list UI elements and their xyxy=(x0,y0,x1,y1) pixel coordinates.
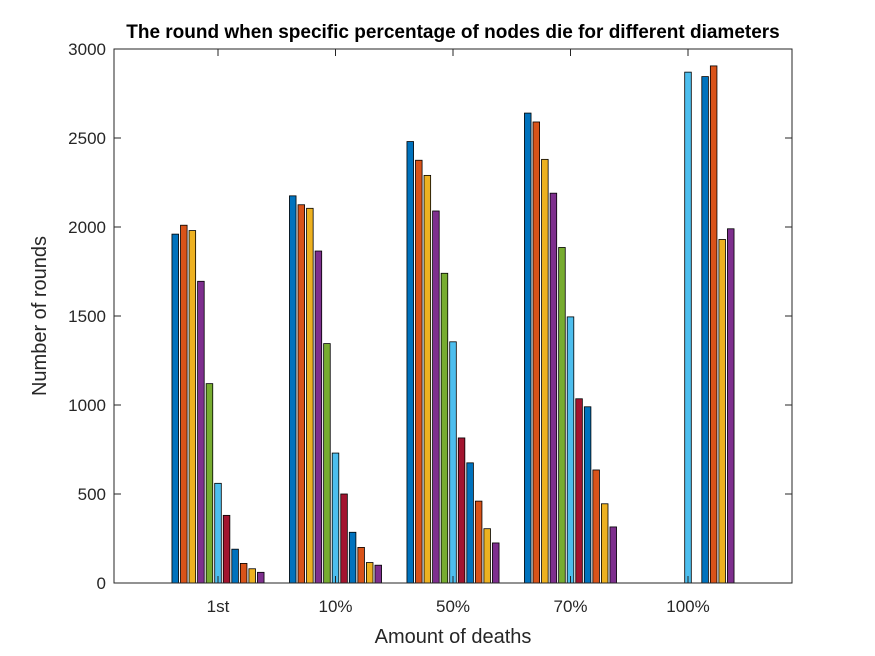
y-tick-label: 3000 xyxy=(68,40,106,59)
bar-1st-series-1 xyxy=(171,233,179,584)
bar-70%-series-9 xyxy=(592,469,600,584)
y-axis-label: Number of rounds xyxy=(29,236,51,396)
bar-50%-series-11 xyxy=(492,542,500,584)
bar-50%-series-9 xyxy=(474,500,483,584)
bar-10%-series-1 xyxy=(289,195,297,584)
bar-50%-series-5 xyxy=(440,272,449,584)
bar-50%-series-4 xyxy=(432,210,440,584)
bar-70%-series-4 xyxy=(549,192,558,584)
bar-50%-series-10 xyxy=(483,528,491,584)
ticks-layer: 1st 10% 50% 70% 100% 0 500 1000 1500 2000 2500 3000 xyxy=(68,40,792,616)
bar-1st-series-4 xyxy=(197,280,205,584)
bar-100%-series-8 xyxy=(701,76,709,584)
bar-70%-series-2 xyxy=(532,121,540,584)
bar-50%-series-7 xyxy=(457,437,466,584)
bar-100%-series-6 xyxy=(684,71,692,584)
bar-10%-series-8 xyxy=(348,531,357,584)
y-tick-label: 0 xyxy=(97,574,106,593)
bar-10%-series-4 xyxy=(314,250,323,584)
bar-1st-series-2 xyxy=(180,224,188,584)
bar-10%-series-3 xyxy=(306,207,314,584)
bar-1st-series-8 xyxy=(231,548,239,584)
bar-50%-series-3 xyxy=(423,174,432,584)
x-axis-label: Amount of deaths xyxy=(375,626,532,648)
bar-10%-series-9 xyxy=(357,547,365,584)
bar-50%-series-2 xyxy=(415,159,423,584)
bar-1st-series-3 xyxy=(188,230,197,584)
y-tick-label: 500 xyxy=(78,485,106,504)
bar-1st-series-6 xyxy=(214,482,222,584)
bar-100%-series-10 xyxy=(718,239,726,584)
bar-70%-series-6 xyxy=(566,316,575,584)
bar-50%-series-6 xyxy=(449,341,457,584)
bar-1st-series-7 xyxy=(222,514,231,584)
bar-70%-series-11 xyxy=(609,526,617,584)
x-tick-label: 10% xyxy=(318,597,352,616)
bar-1st-series-9 xyxy=(239,563,248,584)
bar-10%-series-6 xyxy=(331,452,340,584)
bar-70%-series-10 xyxy=(601,503,609,584)
x-tick-label: 70% xyxy=(553,597,587,616)
y-tick-label: 1000 xyxy=(68,396,106,415)
bar-10%-series-10 xyxy=(365,562,374,584)
y-tick-label: 1500 xyxy=(68,307,106,326)
bar-100%-series-11 xyxy=(727,228,735,584)
bar-50%-series-1 xyxy=(406,141,414,584)
bar-1st-series-5 xyxy=(205,383,214,584)
bar-70%-series-8 xyxy=(583,406,592,584)
x-tick-label: 50% xyxy=(436,597,470,616)
bars-layer xyxy=(171,65,735,584)
x-tick-label: 1st xyxy=(207,597,230,616)
chart-title: The round when specific percentage of no… xyxy=(126,22,780,43)
bar-1st-series-11 xyxy=(257,571,265,584)
bar-10%-series-7 xyxy=(340,493,348,584)
bar-10%-series-11 xyxy=(374,564,382,584)
bar-10%-series-2 xyxy=(297,204,305,584)
x-tick-label: 100% xyxy=(666,597,709,616)
bar-70%-series-7 xyxy=(575,398,583,584)
y-tick-label: 2500 xyxy=(68,129,106,148)
y-tick-label: 2000 xyxy=(68,218,106,237)
bar-100%-series-9 xyxy=(709,65,718,584)
bar-10%-series-5 xyxy=(323,343,331,584)
bar-70%-series-3 xyxy=(541,158,549,584)
bar-70%-series-5 xyxy=(558,247,566,584)
bar-70%-series-1 xyxy=(524,112,532,584)
bar-50%-series-8 xyxy=(466,462,474,584)
bar-1st-series-10 xyxy=(248,568,256,584)
